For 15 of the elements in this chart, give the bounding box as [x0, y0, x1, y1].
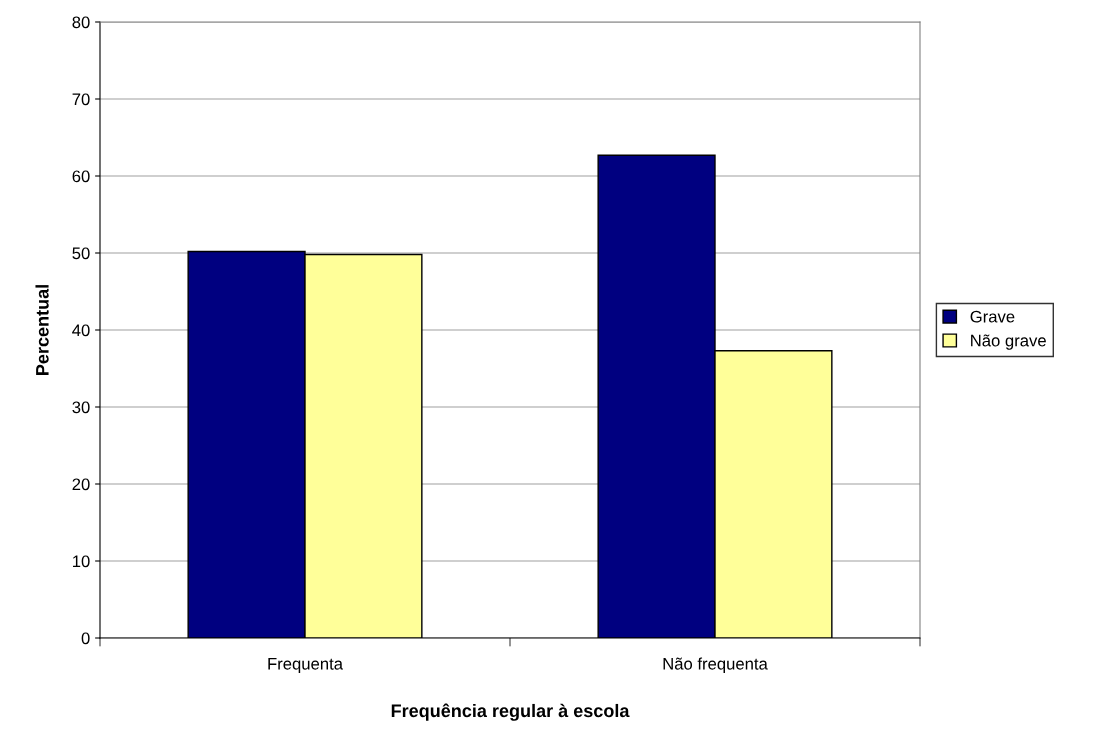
- y-tick-label: 60: [72, 170, 90, 183]
- y-tick-label: 10: [73, 555, 90, 568]
- y-tick-label: 70: [72, 93, 90, 106]
- y-tick-label: 80: [72, 16, 90, 29]
- legend-label: Não grave: [971, 334, 1046, 350]
- legend-label: Grave: [970, 310, 1015, 323]
- y-tick-label: 0: [81, 632, 90, 645]
- y-axis-title: Percentual: [35, 285, 49, 375]
- x-tick-label: Frequenta: [268, 658, 343, 673]
- y-tick-label: 20: [72, 478, 90, 491]
- x-axis-title: Frequência regular à escola: [391, 703, 630, 721]
- y-tick-label: 40: [72, 324, 90, 337]
- y-tick-label: 30: [72, 401, 90, 414]
- x-tick-label: Não frequenta: [663, 657, 768, 673]
- y-tick-label: 50: [72, 247, 90, 260]
